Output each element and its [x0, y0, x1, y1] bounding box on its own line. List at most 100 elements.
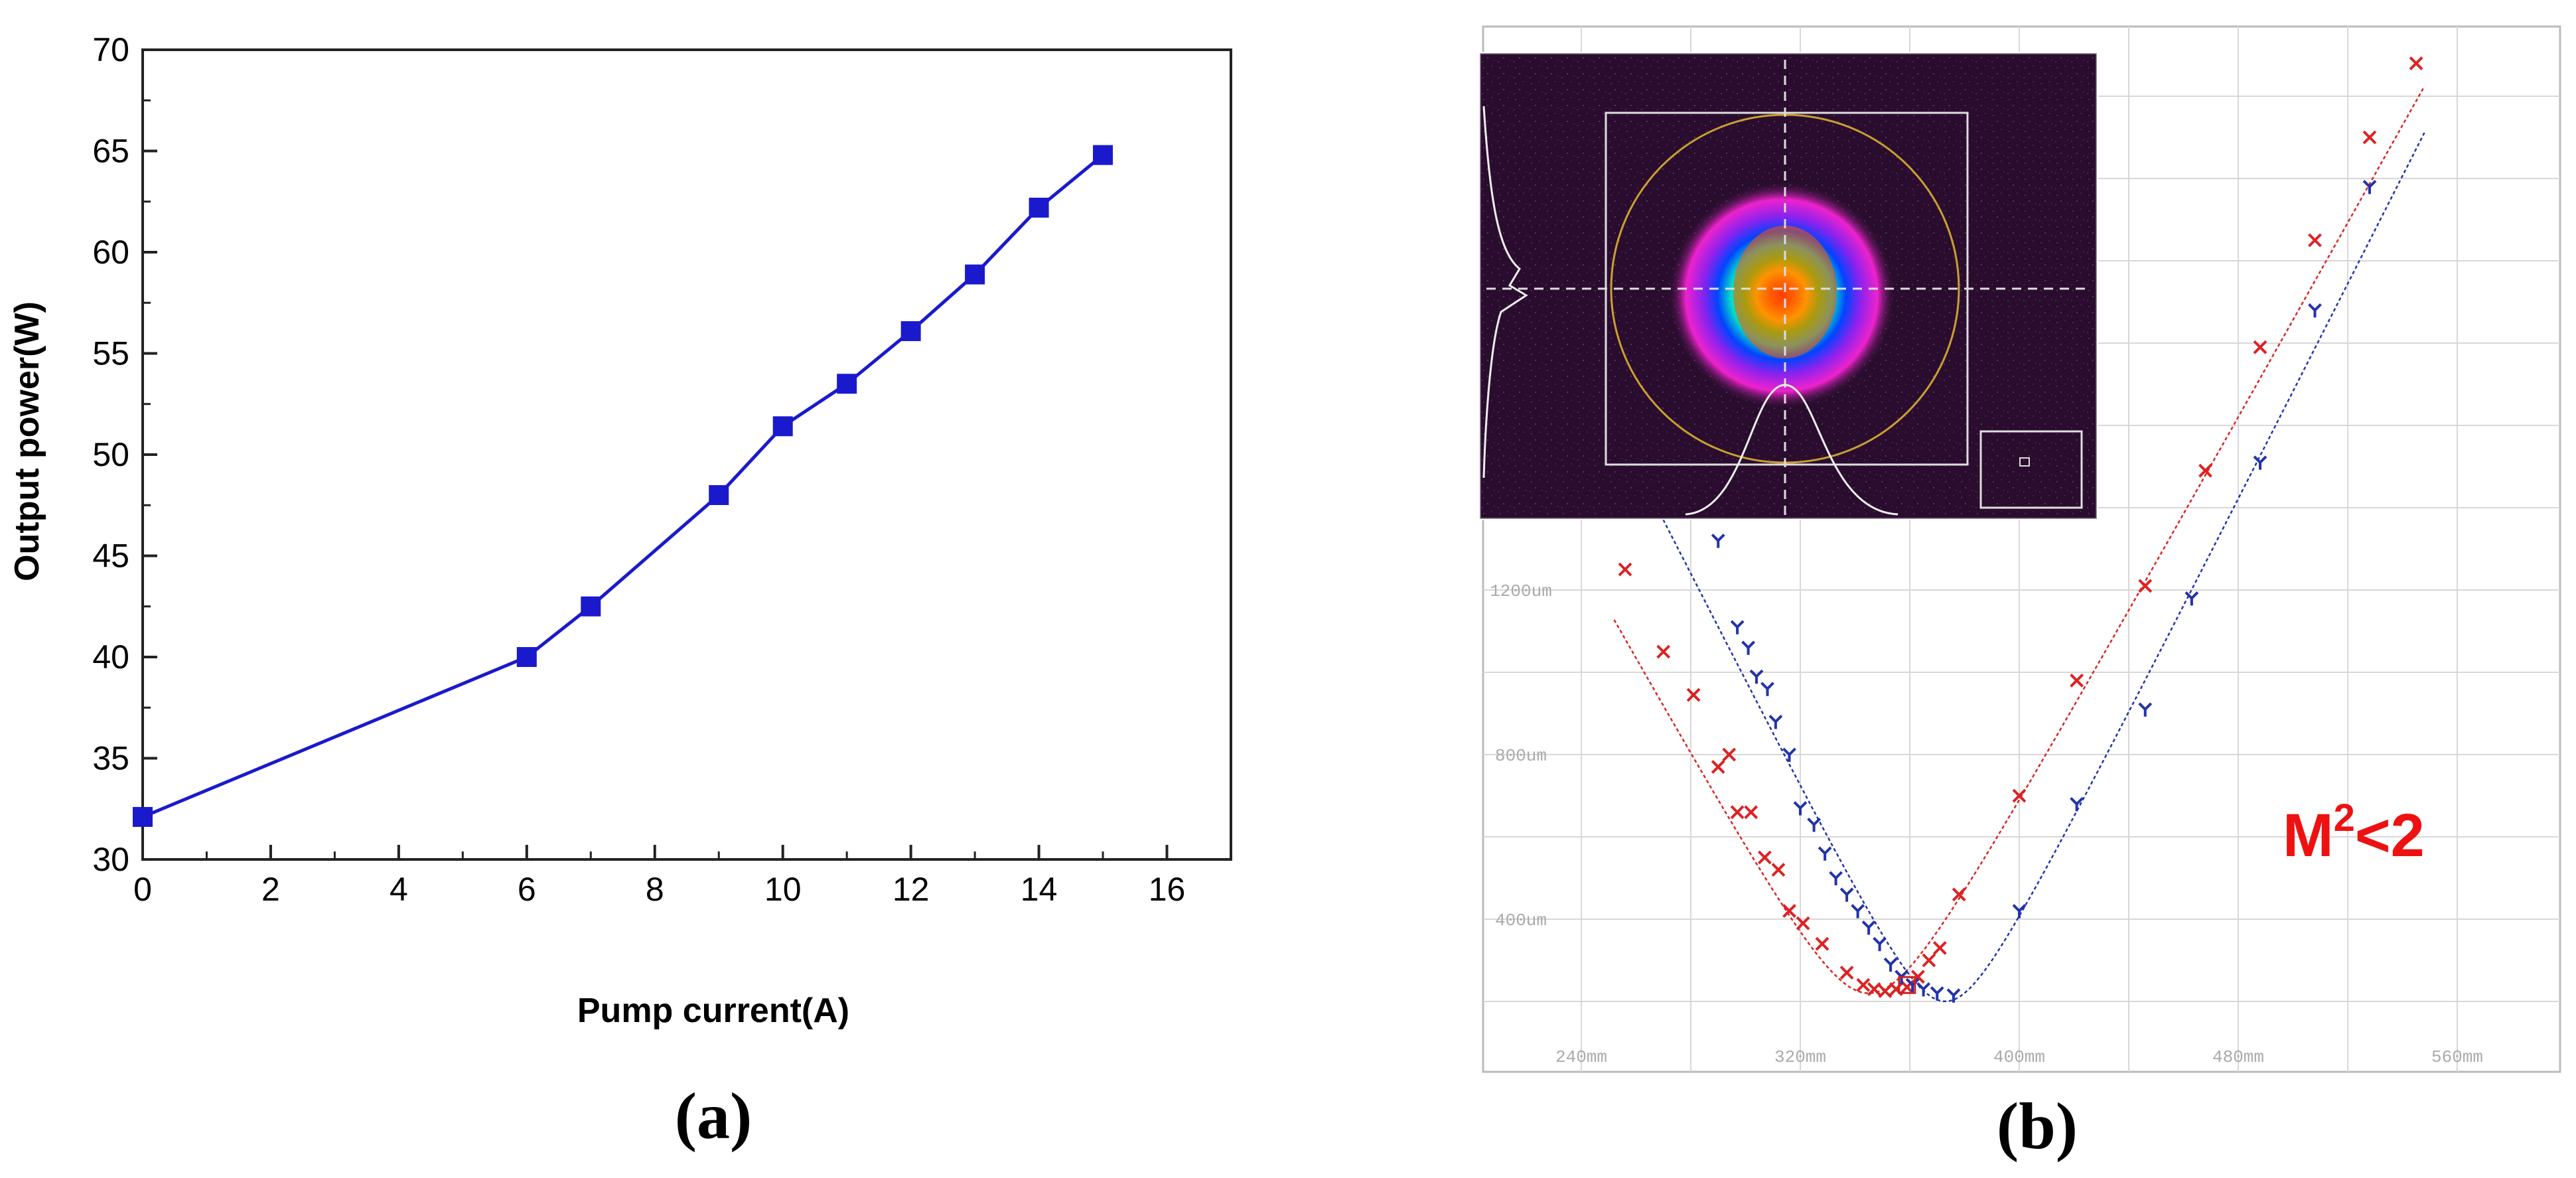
focus-marker	[1898, 976, 1916, 994]
y-mark-stroke	[1895, 970, 1903, 978]
x-mark-stroke	[1815, 936, 1829, 951]
y-width-marker	[1730, 620, 1745, 634]
y-tick-label: 45	[92, 538, 129, 575]
x-tick-label: 16	[1149, 871, 1186, 908]
y-mark-stroke	[1883, 957, 1892, 966]
x-width-marker	[1656, 644, 1671, 659]
series-line	[142, 153, 1104, 819]
x-tick-label: 14	[1021, 871, 1058, 908]
y-tick-label: 65	[92, 133, 129, 170]
x-mark-stroke	[2308, 233, 2322, 248]
y-mark-stroke	[1807, 817, 1816, 826]
chart-a-x-ticks: 0 2 4 6 8 10 12 14 16	[133, 845, 1232, 908]
y-width-marker	[1946, 988, 1961, 1003]
y-mark-stroke	[1717, 534, 1725, 542]
x-width-marker	[2012, 788, 2027, 803]
x-mark-stroke	[2409, 56, 2423, 70]
x-tick-label: 4	[390, 871, 408, 908]
y-mark-stroke	[1930, 986, 1938, 995]
y-width-marker	[1861, 920, 1876, 935]
y-width-marker	[1741, 640, 1756, 655]
y-mark-stroke	[1861, 920, 1870, 928]
chart-b-panel-label: (b)	[1997, 1089, 2078, 1163]
x-mark-stroke	[1782, 904, 1796, 919]
y-width-marker	[1782, 747, 1796, 762]
y-width-marker	[1883, 957, 1898, 972]
x-width-marker	[1856, 978, 1871, 992]
y-mark-stroke	[1741, 640, 1750, 649]
y-mark-stroke	[1879, 936, 1887, 945]
y-mark-stroke	[1905, 978, 1914, 986]
x-tick-label: 0	[133, 871, 152, 908]
y-mark-stroke	[1774, 714, 1783, 723]
y-mark-stroke	[1900, 970, 1909, 978]
y-mark-stroke	[1813, 817, 1822, 826]
x-mark-stroke	[2012, 788, 2027, 803]
chart-b: 240mm 320mm 400mm 480mm 560mm 400um 800um 1200…	[1478, 25, 2561, 1163]
y-width-marker	[1749, 669, 1764, 684]
data-point-marker	[516, 647, 537, 667]
y-mark-stroke	[1766, 682, 1774, 690]
x-width-marker	[2070, 673, 2084, 688]
y-mark-stroke	[1788, 747, 1796, 756]
x-width-marker	[1878, 984, 1893, 998]
chart-a: 0 2 4 6 8 10 12 14 16 30 35 40 45 50 55 60 65 70 Pump cu…	[8, 31, 1232, 1153]
y-mark-stroke	[1851, 904, 1859, 913]
y-mark-stroke	[1839, 887, 1848, 896]
data-point-marker	[709, 485, 729, 505]
y-mark-stroke	[1736, 620, 1745, 628]
y-mark-stroke	[2253, 455, 2261, 464]
x-mark-stroke	[1618, 562, 1632, 577]
y-width-marker	[1818, 846, 1832, 861]
y-mark-stroke	[2190, 591, 2199, 599]
x-mark-stroke	[1856, 978, 1871, 992]
y-mark-stroke	[2018, 904, 2027, 913]
x-mark-stroke	[2253, 340, 2267, 354]
data-point-marker	[772, 416, 793, 437]
x-width-marker	[1952, 887, 1966, 902]
y-tick-label: 800um	[1495, 746, 1547, 766]
x-mark-stroke	[1711, 760, 1725, 774]
x-width-marker	[1922, 953, 1936, 968]
chart-a-plot-frame	[141, 48, 1232, 861]
y-mark-stroke	[1936, 986, 1944, 995]
data-point-marker	[900, 321, 921, 341]
chart-b-x-ticks: 240mm 320mm 400mm 480mm 560mm	[1555, 1047, 2483, 1067]
y-tick-label: 60	[92, 234, 129, 271]
x-width-marker	[1757, 850, 1772, 865]
y-tick-label: 35	[92, 740, 129, 777]
horizontal-profile-curve	[1685, 384, 1898, 516]
y-mark-stroke	[2368, 179, 2377, 188]
chart-a-y-axis-label: Output power(W)	[8, 301, 46, 581]
y-mark-stroke	[1857, 904, 1865, 913]
y-mark-stroke	[1793, 801, 1802, 810]
data-point-marker	[581, 596, 601, 617]
vertical-profile-curve	[1482, 106, 1528, 479]
x-width-marker	[1932, 940, 1947, 955]
y-width-marker	[1807, 817, 1822, 832]
x-tick-label: 8	[646, 871, 664, 908]
x-tick-label: 320mm	[1774, 1047, 1826, 1067]
mini-box	[1979, 430, 2083, 509]
x-width-marker	[1618, 562, 1632, 577]
y-tick-label: 55	[92, 335, 129, 372]
y-width-marker	[1873, 936, 1887, 952]
y-mark-stroke	[1845, 887, 1854, 896]
y-width-marker	[2308, 303, 2322, 318]
y-mark-stroke	[2138, 702, 2147, 711]
x-mark-stroke	[1757, 850, 1772, 865]
y-mark-stroke	[1747, 640, 1756, 649]
y-mark-stroke	[1730, 620, 1739, 628]
y-width-marker	[1793, 801, 1808, 816]
y-mark-stroke	[2308, 303, 2316, 311]
x-tick-label: 480mm	[2212, 1047, 2264, 1067]
x-mark-stroke	[1771, 863, 1786, 877]
x-mark-stroke	[1730, 805, 1745, 820]
x-mark-stroke	[2070, 673, 2084, 688]
y-mark-stroke	[1760, 682, 1768, 690]
x-tick-label: 400mm	[1993, 1047, 2045, 1067]
y-mark-stroke	[2362, 179, 2371, 188]
y-mark-stroke	[1952, 988, 1961, 997]
y-mark-stroke	[1711, 534, 1719, 542]
x-width-marker	[2198, 463, 2212, 478]
